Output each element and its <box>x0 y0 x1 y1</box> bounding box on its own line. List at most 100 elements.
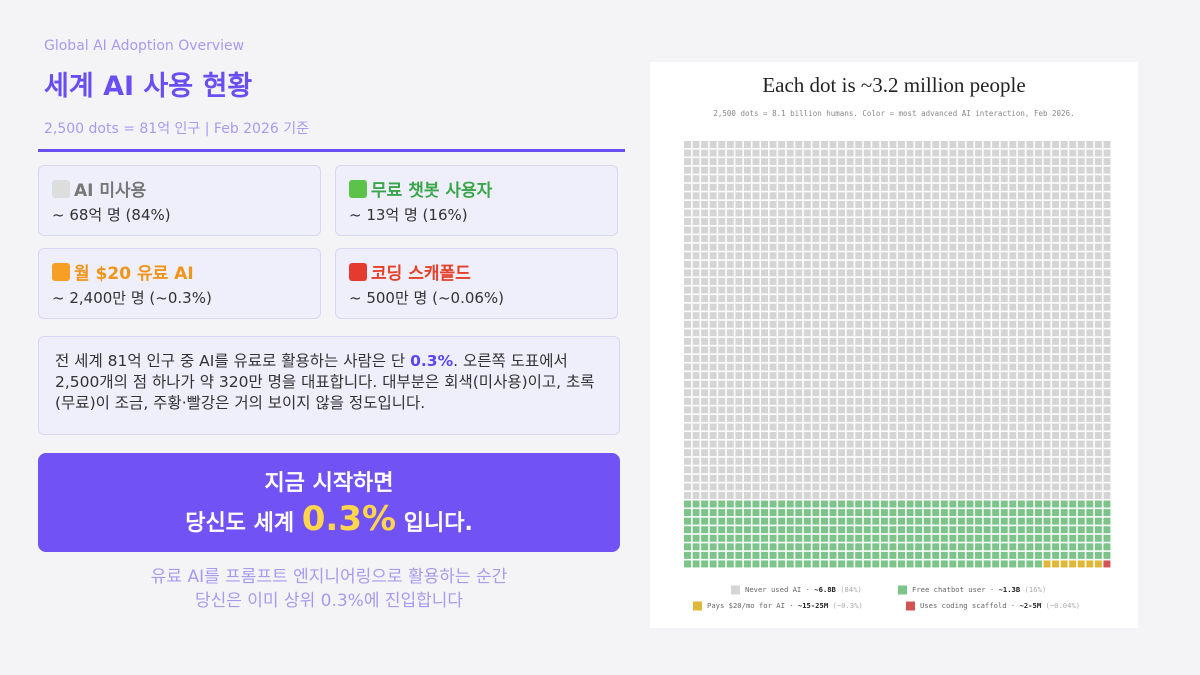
dot <box>846 466 854 474</box>
dot <box>1017 175 1025 183</box>
dot <box>957 226 965 234</box>
dot <box>932 534 940 542</box>
dot <box>949 389 957 397</box>
dot <box>863 363 871 371</box>
dot <box>829 269 837 277</box>
dot <box>1086 235 1094 243</box>
dot <box>1026 380 1034 388</box>
dot <box>1077 414 1085 422</box>
dot <box>1052 543 1060 551</box>
dot <box>889 235 897 243</box>
dot <box>932 183 940 191</box>
dot <box>940 389 948 397</box>
dot <box>966 235 974 243</box>
dot <box>992 406 1000 414</box>
card-title: 월 $20 유료 AI <box>74 264 194 284</box>
chart-title: Each dot is ~3.2 million people <box>762 73 1025 97</box>
dot <box>812 252 820 260</box>
dot <box>692 149 700 157</box>
dot <box>1026 226 1034 234</box>
dot <box>983 551 991 559</box>
dot <box>684 414 691 422</box>
legend-swatch <box>731 585 740 595</box>
dot <box>992 141 1000 148</box>
dot <box>1069 423 1077 431</box>
dot <box>812 320 820 328</box>
dot <box>898 149 905 157</box>
dot <box>880 440 888 448</box>
dot <box>701 483 709 491</box>
dot <box>1017 372 1025 380</box>
dot <box>1069 483 1077 491</box>
dot <box>1086 252 1094 260</box>
dot <box>906 312 914 320</box>
dot <box>692 483 700 491</box>
dot <box>752 389 760 397</box>
dot <box>915 149 923 157</box>
dot <box>889 158 897 166</box>
dot <box>966 158 974 166</box>
dot <box>1034 380 1042 388</box>
dot <box>1103 483 1111 491</box>
dot <box>692 432 700 440</box>
dot <box>803 295 811 303</box>
dot <box>709 440 717 448</box>
dot <box>932 355 940 362</box>
dot <box>761 389 769 397</box>
dot <box>1077 209 1085 217</box>
dot <box>983 218 991 226</box>
dot <box>863 141 871 148</box>
dot <box>949 295 957 303</box>
dot <box>692 192 700 200</box>
dot <box>915 414 923 422</box>
dot <box>1077 543 1085 551</box>
dot <box>803 440 811 448</box>
dot <box>1000 269 1008 277</box>
dot <box>752 209 760 217</box>
dot <box>1000 414 1008 422</box>
dot <box>975 466 983 474</box>
dot <box>855 166 863 174</box>
dot <box>829 303 837 311</box>
dot <box>992 209 1000 217</box>
dot <box>966 517 974 525</box>
dot <box>701 269 709 277</box>
dot <box>1000 158 1008 166</box>
dot <box>735 149 743 157</box>
dot <box>1009 534 1017 542</box>
dot <box>1034 355 1042 362</box>
dot <box>880 183 888 191</box>
dot <box>880 500 888 508</box>
dot <box>992 466 1000 474</box>
dot <box>803 320 811 328</box>
dot <box>820 457 828 465</box>
dot <box>752 491 760 499</box>
dot <box>812 457 820 465</box>
dot <box>1094 440 1102 448</box>
dot <box>992 149 1000 157</box>
dot <box>1034 432 1042 440</box>
dot <box>709 543 717 551</box>
dot <box>898 260 905 268</box>
dot <box>880 158 888 166</box>
dot <box>923 355 931 362</box>
dot <box>1026 337 1034 345</box>
dot <box>1060 158 1068 166</box>
dot <box>863 192 871 200</box>
dot <box>855 423 863 431</box>
dot <box>1043 295 1051 303</box>
dot <box>820 175 828 183</box>
dot <box>1009 149 1017 157</box>
dot <box>872 329 880 337</box>
dot <box>778 312 786 320</box>
dot <box>889 260 897 268</box>
dot <box>726 423 734 431</box>
dot <box>966 389 974 397</box>
dot <box>761 209 769 217</box>
dot <box>906 423 914 431</box>
dot <box>906 363 914 371</box>
dot <box>735 423 743 431</box>
dot <box>795 500 803 508</box>
dot <box>1017 200 1025 208</box>
